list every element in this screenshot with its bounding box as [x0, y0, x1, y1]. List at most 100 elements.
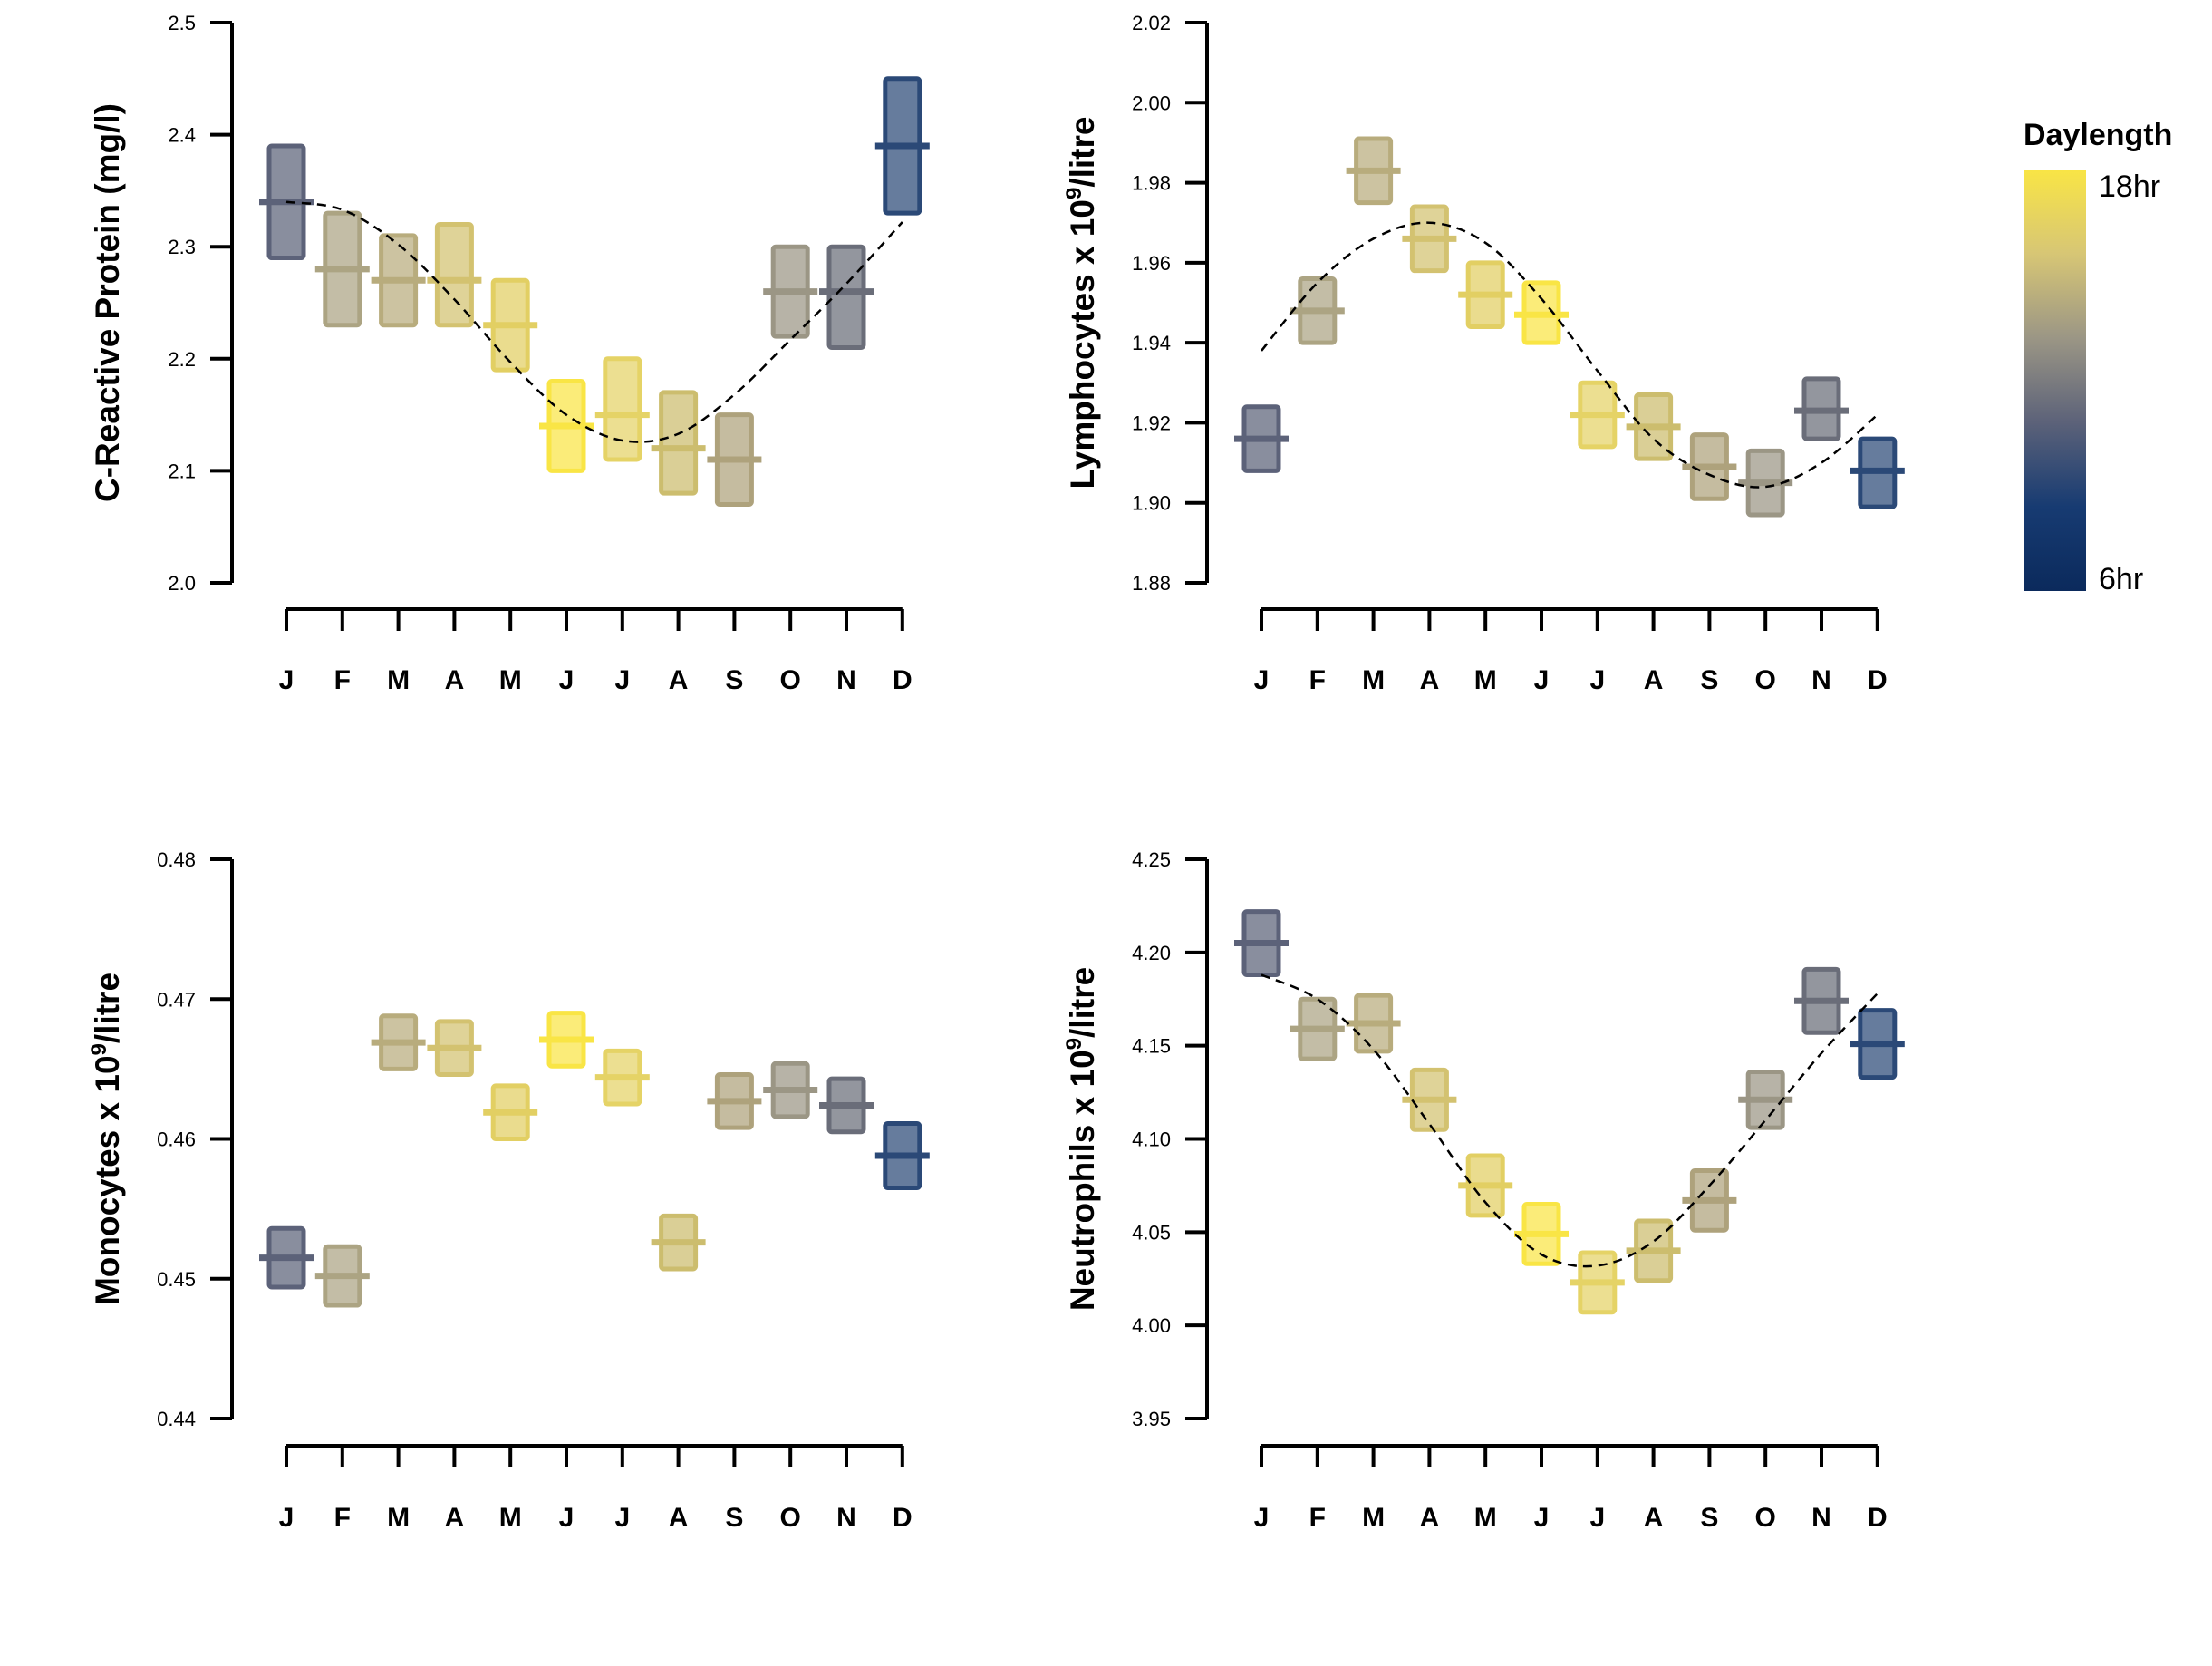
x-tick-label-month: O	[780, 1503, 801, 1533]
x-tick-label-month: M	[499, 1503, 522, 1533]
y-tick-label: 1.98	[1132, 172, 1171, 195]
x-tick-label-month: A	[445, 665, 465, 695]
x-tick-label-month: O	[1755, 665, 1776, 695]
data-point-crossbar	[1794, 966, 1849, 1035]
legend-title: Daylength	[2024, 118, 2172, 152]
data-point-crossbar	[1234, 909, 1289, 978]
y-axis-title: Neutrophils x 109/litre	[1062, 967, 1101, 1311]
x-tick-label-month: M	[1362, 1503, 1385, 1533]
y-tick-label: 1.96	[1132, 252, 1171, 275]
x-tick-label-month: F	[334, 665, 351, 695]
data-point-crossbar	[1682, 432, 1737, 501]
data-point-crossbar	[1570, 380, 1625, 450]
data-point-crossbar	[1346, 136, 1401, 206]
chart-panel-bottom-left: 0.44 0.45 0.46 0.47 0.48 Monocytes x 109/litr…	[87, 848, 930, 1533]
x-tick-label-month: M	[499, 665, 522, 695]
data-point-crossbar	[1514, 280, 1569, 345]
y-axis-title: Lymphocytes x 109/litre	[1062, 117, 1101, 489]
x-tick-label-month: J	[614, 1503, 630, 1533]
data-point-crossbar	[1402, 204, 1457, 274]
x-tick-label-month: J	[1254, 1503, 1270, 1533]
x-tick-label-month: D	[1868, 665, 1888, 695]
chart-panel-bottom-right: 3.95 4.00 4.05 4.10 4.15 4.20 4.25 Neutrophils …	[1062, 848, 1905, 1533]
legend-max-label: 18hr	[2099, 170, 2160, 204]
daylength-legend: Daylength 18hr 6hr	[2024, 118, 2172, 596]
data-point-crossbar	[1346, 993, 1401, 1054]
data-point-crossbar	[539, 379, 594, 473]
chart-panel-top-right: 1.88 1.90 1.92 1.94 1.96 1.98 2.00 2.02 Lymphocy…	[1062, 12, 1905, 695]
data-point-crossbar	[1234, 404, 1289, 473]
data-point-crossbar	[763, 244, 818, 339]
y-tick-label: 2.0	[168, 572, 196, 595]
y-tick-label: 3.95	[1132, 1408, 1171, 1430]
x-tick-label-month: J	[1534, 665, 1550, 695]
data-point-crossbar	[314, 1244, 370, 1308]
legend-min-label: 6hr	[2099, 562, 2143, 596]
data-point-crossbar	[763, 1061, 818, 1119]
x-tick-label-month: F	[1309, 665, 1326, 695]
x-tick-label-month: F	[334, 1503, 351, 1533]
data-point-crossbar	[1626, 392, 1681, 461]
x-tick-label-month: A	[1420, 1503, 1440, 1533]
data-point-crossbar	[707, 1072, 762, 1130]
data-point-crossbar	[594, 356, 650, 462]
y-tick-label: 4.15	[1132, 1035, 1171, 1058]
data-point-crossbar	[314, 210, 370, 328]
data-point-crossbar	[1850, 436, 1905, 509]
y-tick-label: 2.2	[168, 348, 196, 371]
y-tick-label: 1.94	[1132, 332, 1171, 354]
x-tick-label-month: A	[1644, 665, 1664, 695]
y-tick-label: 2.3	[168, 236, 196, 258]
x-tick-label-month: J	[1589, 665, 1605, 695]
x-tick-label-month: D	[893, 665, 913, 695]
data-point-crossbar	[707, 412, 762, 507]
x-tick-label-month: S	[1700, 665, 1718, 695]
y-tick-label: 0.45	[157, 1268, 196, 1291]
y-tick-label: 4.25	[1132, 848, 1171, 871]
confidence-box	[434, 221, 474, 328]
data-point-crossbar	[819, 1076, 874, 1135]
data-point-crossbar	[371, 1013, 426, 1071]
x-tick-label-month: M	[1362, 665, 1385, 695]
data-point-crossbar	[594, 1048, 650, 1107]
x-tick-label-month: A	[669, 665, 689, 695]
y-tick-label: 2.5	[168, 12, 196, 34]
confidence-box	[826, 244, 866, 350]
x-tick-label-month: S	[725, 1503, 743, 1533]
x-tick-label-month: J	[1254, 665, 1270, 695]
y-tick-label: 0.44	[157, 1408, 196, 1430]
x-tick-label-month: J	[279, 1503, 295, 1533]
x-tick-label-month: F	[1309, 1503, 1326, 1533]
x-tick-label-month: N	[836, 665, 856, 695]
x-tick-label-month: M	[1474, 1503, 1497, 1533]
y-tick-label: 0.47	[157, 988, 196, 1011]
seasonal-trend-line	[1261, 221, 1879, 489]
y-tick-label: 2.4	[168, 124, 196, 147]
x-tick-label-month: J	[1534, 1503, 1550, 1533]
x-tick-label-month: M	[387, 1503, 410, 1533]
x-tick-label-month: N	[1811, 1503, 1831, 1533]
y-tick-label: 2.1	[168, 460, 196, 482]
seasonal-trend-line	[1261, 973, 1879, 1268]
x-tick-label-month: D	[893, 1503, 913, 1533]
y-tick-label: 2.00	[1132, 92, 1171, 114]
y-tick-label: 1.92	[1132, 412, 1171, 434]
confidence-box	[603, 356, 642, 462]
data-point-crossbar	[1290, 996, 1345, 1061]
x-tick-label-month: A	[445, 1503, 465, 1533]
x-tick-label-month: J	[559, 665, 575, 695]
x-tick-label-month: A	[1420, 665, 1440, 695]
data-point-crossbar	[1570, 1250, 1625, 1315]
y-tick-label: 4.20	[1132, 942, 1171, 964]
data-point-crossbar	[427, 221, 482, 328]
data-point-crossbar	[483, 1083, 538, 1142]
daylength-colorbar	[2024, 170, 2086, 591]
x-tick-label-month: M	[1474, 665, 1497, 695]
y-axis-title: C-Reactive Protein (mg/l)	[89, 103, 126, 502]
data-point-crossbar	[1402, 1067, 1457, 1132]
data-point-crossbar	[1850, 1008, 1905, 1080]
x-tick-label-month: J	[559, 1503, 575, 1533]
x-tick-label-month: J	[614, 665, 630, 695]
x-tick-label-month: J	[279, 665, 295, 695]
